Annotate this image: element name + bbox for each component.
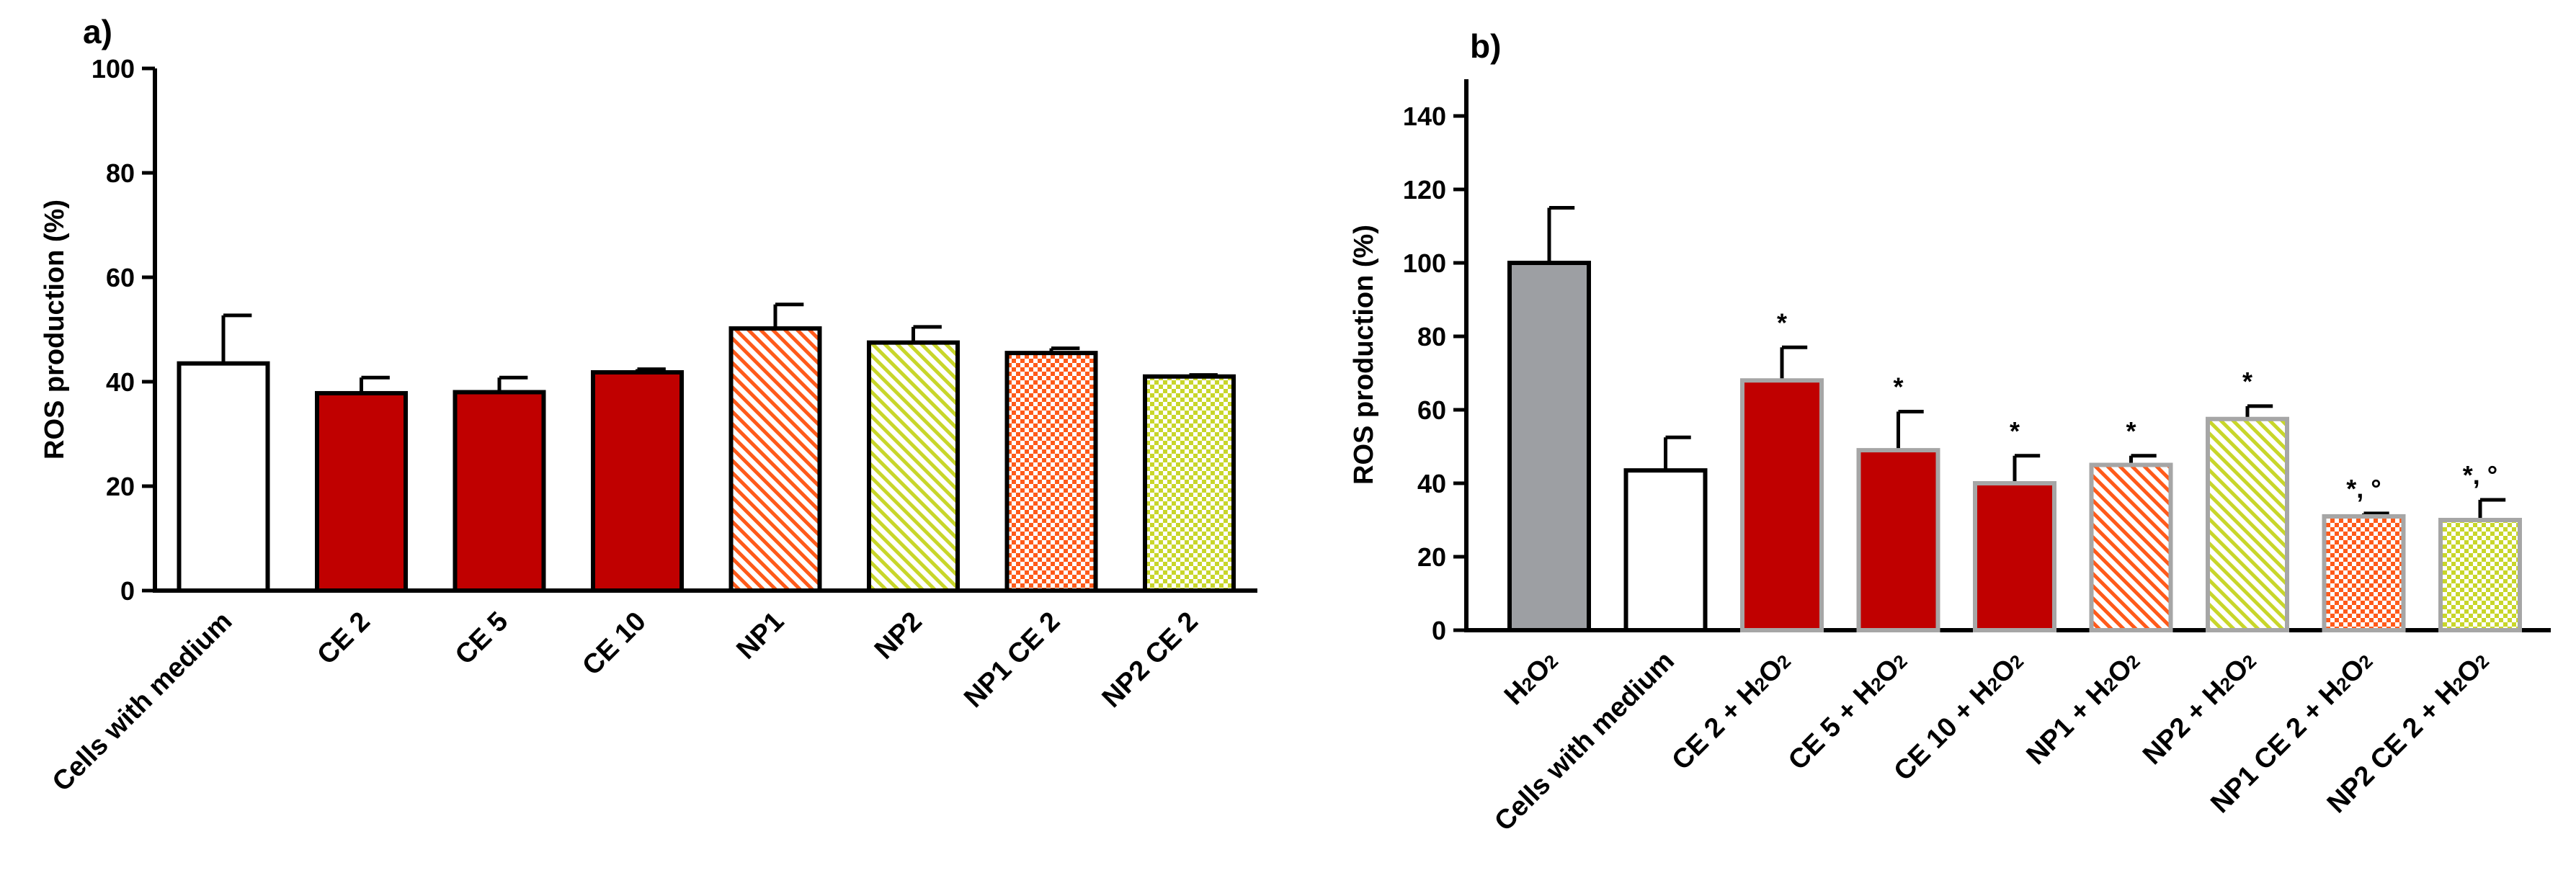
bar (728, 326, 822, 593)
category-label: CE 10 (576, 606, 651, 681)
significance-annotation: *, ° (2346, 474, 2381, 503)
y-tick-label: 100 (1403, 248, 1446, 278)
bar (2322, 514, 2406, 633)
category-label: Cells with medium (47, 606, 239, 798)
bar (1507, 261, 1591, 632)
y-axis-title: ROS production (%) (1349, 225, 1379, 485)
category-label: H2O2 (1499, 646, 1564, 711)
panel-label: a) (83, 13, 112, 50)
y-tick-label: 0 (120, 576, 135, 606)
category-label: NP1 CE 2 (958, 606, 1066, 714)
panel-label: b) (1470, 27, 1501, 65)
bar (2438, 518, 2522, 632)
y-tick-label: 100 (92, 54, 135, 84)
category-label: CE 5 + H2O2 (1783, 646, 1913, 776)
bar (315, 390, 408, 593)
significance-annotation: * (2010, 416, 2020, 446)
y-tick-label: 120 (1403, 175, 1446, 205)
bar (1740, 378, 1824, 632)
bar (2089, 462, 2173, 632)
y-tick-label: 80 (1417, 322, 1446, 351)
bar (1004, 351, 1098, 593)
significance-annotation: * (2126, 416, 2136, 446)
y-tick-label: 20 (106, 472, 135, 501)
bar (2206, 416, 2289, 632)
y-axis-title: ROS production (%) (40, 200, 70, 460)
category-label: NP1 + H2O2 (2021, 646, 2146, 771)
y-tick-label: 40 (1417, 469, 1446, 498)
category-label: NP2 + H2O2 (2137, 646, 2262, 771)
bar (453, 390, 546, 593)
panel-a-chart: a) ROS production (%) 0 20 40 60 80 100 Cells wi… (40, 13, 1257, 797)
y-tick-label: 80 (106, 158, 135, 188)
category-label: NP2 (869, 606, 928, 665)
y-tick-label: 20 (1417, 542, 1446, 572)
y-tick-label: 60 (1417, 395, 1446, 425)
significance-annotation: * (1893, 372, 1903, 402)
y-tick-label: 0 (1432, 616, 1446, 645)
category-label: CE 2 + H2O2 (1667, 646, 1797, 776)
category-label: Cells with medium (1489, 646, 1680, 838)
bar (591, 369, 684, 593)
bar (1143, 374, 1236, 593)
bar (1623, 468, 1708, 633)
category-label: NP1 (731, 606, 790, 665)
category-label: NP2 CE 2 (1097, 606, 1204, 714)
y-tick-label: 140 (1403, 102, 1446, 131)
category-label: CE 5 (450, 606, 514, 671)
y-tick-label: 60 (106, 263, 135, 292)
bar (177, 361, 270, 593)
bar (867, 340, 960, 593)
category-label: CE 2 (311, 606, 375, 671)
significance-annotation: * (1777, 308, 1787, 337)
significance-annotation: *, ° (2463, 460, 2497, 490)
y-tick-label: 40 (106, 367, 135, 397)
panel-b-chart: b) ROS production (%) 0 20 40 60 80 100 120 140 H2… (1349, 27, 2551, 837)
bar (1973, 481, 2056, 632)
significance-annotation: * (2242, 367, 2252, 396)
bar (1856, 448, 1940, 632)
